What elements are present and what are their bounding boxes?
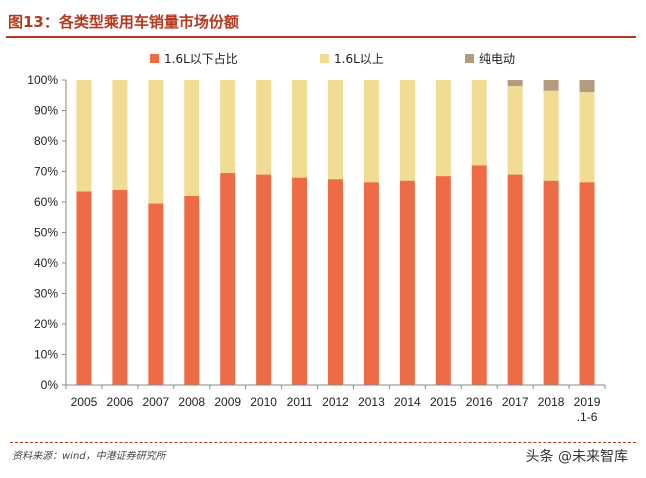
bar-segment-2014-1: [399, 80, 415, 181]
x-tick-label-2017: 2017: [502, 395, 529, 409]
legend-swatch-1: [320, 54, 329, 63]
legend-swatch-0: [150, 54, 159, 63]
bar-segment-2013-1: [363, 80, 379, 183]
bar-segment-2015-1: [435, 80, 451, 177]
x-tick-label-2007: 2007: [142, 395, 169, 409]
bar-segment-2011-1: [292, 80, 308, 178]
bar-segment-2012-1: [328, 80, 343, 180]
title-bar: 图13：各类型乘用车销量市场份额: [6, 8, 636, 38]
bar-segment-2018-1: [543, 90, 559, 181]
bar-segment-2013-0: [363, 182, 379, 385]
y-tick-label: 60%: [34, 195, 58, 209]
bar-segment-2008-0: [184, 195, 200, 385]
bar-segment-2010-1: [256, 80, 272, 175]
x-tick-sublabel-2019: .1-6: [577, 410, 598, 424]
bar-segment-2014-0: [399, 180, 415, 385]
bar-segment-2011-0: [292, 177, 308, 385]
bar-segment-2018-2: [543, 80, 559, 91]
x-axis: 2005 2006 2007 2008 2009 2010 2011 2012 2013 2014…: [65, 384, 606, 424]
legend-label-2: 纯电动: [479, 52, 515, 66]
bar-segment-2016-1: [471, 80, 487, 166]
x-tick-label-2006: 2006: [107, 395, 134, 409]
y-tick-label: 30%: [34, 287, 58, 301]
bar-segment-2007-0: [148, 203, 164, 385]
bar-segment-2006-1: [112, 80, 128, 190]
bar-segment-2015-0: [435, 176, 451, 385]
x-tick-label-2012: 2012: [322, 395, 349, 409]
y-tick-label: 0%: [41, 378, 59, 392]
x-tick-label-2010: 2010: [250, 395, 277, 409]
bar-segment-2009-1: [220, 80, 236, 174]
bar-segment-2010-0: [256, 174, 272, 385]
bar-segment-2007-1: [148, 80, 164, 204]
x-tick-label-2014: 2014: [394, 395, 421, 409]
y-tick-label: 80%: [34, 134, 58, 148]
y-tick-label: 40%: [34, 256, 58, 270]
bar-segment-2019-0: [579, 182, 595, 385]
bar-segment-2008-1: [184, 80, 200, 196]
bar-segment-2019-2: [579, 80, 595, 93]
y-tick-label: 100%: [27, 73, 58, 87]
bar-segment-2009-0: [220, 173, 236, 385]
x-tick-label-2016: 2016: [466, 395, 493, 409]
bar-segment-2017-0: [507, 174, 523, 385]
chart-title: 图13：各类型乘用车销量市场份额: [8, 13, 239, 31]
y-tick-label: 20%: [34, 317, 58, 331]
watermark: 头条 @未来智库: [525, 449, 628, 465]
legend: 1.6L以下占比 1.6L以上 纯电动: [150, 51, 515, 66]
y-tick-label: 50%: [34, 226, 58, 240]
bar-segment-2016-0: [471, 165, 487, 385]
y-tick-label: 70%: [34, 165, 58, 179]
bar-segment-2012-0: [328, 179, 343, 385]
bar-segment-2005-1: [76, 80, 92, 192]
legend-swatch-2: [465, 54, 474, 63]
bar-segment-2005-0: [76, 191, 92, 385]
bar-segment-2017-2: [507, 80, 523, 87]
legend-label-1: 1.6L以上: [334, 52, 384, 66]
source-divider: [10, 442, 636, 443]
x-tick-label-2019: 2019: [574, 395, 601, 409]
legend-label-0: 1.6L以下占比: [164, 51, 238, 66]
x-tick-label-2005: 2005: [71, 395, 98, 409]
bar-segment-2006-0: [112, 189, 128, 385]
x-tick-label-2008: 2008: [178, 395, 205, 409]
y-tick-label: 90%: [34, 104, 58, 118]
x-tick-label-2015: 2015: [430, 395, 457, 409]
bars: [76, 80, 595, 385]
bar-segment-2018-0: [543, 180, 559, 385]
x-tick-label-2011: 2011: [287, 395, 313, 409]
y-tick-label: 10%: [34, 348, 58, 362]
x-tick-label-2013: 2013: [358, 395, 385, 409]
x-tick-label-2009: 2009: [214, 395, 241, 409]
stacked-bar-chart: 1.6L以下占比 1.6L以上 纯电动 0% 10% 20% 30% 40% 50% 60% 70…: [27, 51, 606, 424]
bar-segment-2017-1: [507, 86, 523, 175]
bar-segment-2019-1: [579, 92, 595, 183]
x-tick-label-2018: 2018: [538, 395, 565, 409]
y-axis: 0% 10% 20% 30% 40% 50% 60% 70% 80% 90% 100%: [27, 73, 67, 392]
source-note: 资料来源：wind，中港证券研究所: [12, 451, 166, 462]
